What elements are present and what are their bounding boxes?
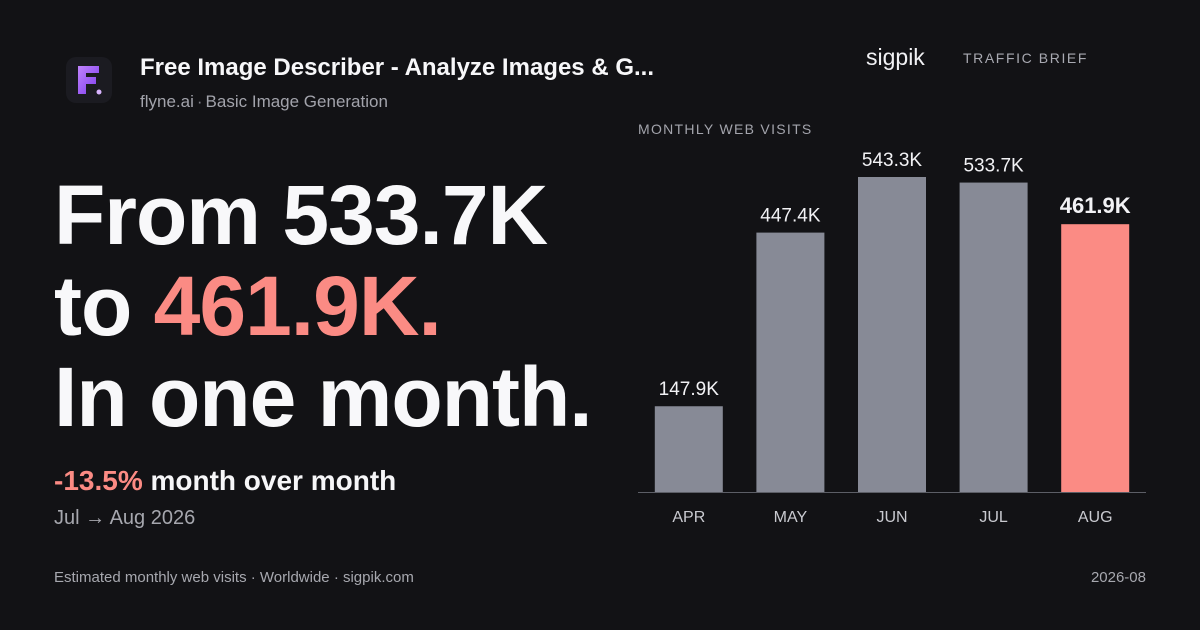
x-tick-jul: JUL [979,509,1008,526]
app-title: Free Image Describer - Analyze Images & … [140,54,654,81]
data-label-jul: 533.7K [963,156,1024,177]
data-label-apr: 147.9K [659,379,720,400]
app-category: Basic Image Generation [205,92,388,111]
change-period: Jul → Aug 2026 [54,507,196,529]
x-tick-aug: AUG [1078,509,1113,526]
headline-new-value: 461.9K. [153,259,442,353]
change-summary: -13.5% month over month [54,465,396,497]
headline: From 533.7K to 461.9K. In one month. [54,168,593,444]
x-tick-apr: APR [672,509,705,526]
data-label-may: 447.4K [760,206,821,227]
app-logo [66,57,112,103]
app-logo-icon [78,66,102,95]
change-percent: -13.5% [54,465,143,496]
brand-name: sigpik [866,44,925,70]
separator-dot: · [196,92,203,111]
footer-date: 2026-08 [1090,569,1146,586]
headline-line-1: From 533.7K [54,168,548,262]
data-label-aug: 461.9K [1060,193,1131,218]
bar-jun [858,177,926,492]
app-subtitle: flyne.ai · Basic Image Generation [140,92,388,112]
bar-apr [654,406,723,492]
app-domain: flyne.ai [140,92,194,111]
bar-may [756,232,825,492]
footer-source: Estimated monthly web visits · Worldwide… [54,569,414,586]
data-label-jun: 543.3K [862,150,923,171]
x-tick-jun: JUN [876,509,907,526]
headline-prefix: to [54,259,132,353]
bar-jul [959,182,1028,492]
headline-line-3: In one month. [54,350,593,444]
report-tag: TRAFFIC BRIEF [963,50,1089,66]
bar-aug [1061,224,1130,492]
bar-chart: 147.9K APR 447.4K MAY 543.3K JUN 533.7K JUL 461.… [638,150,1146,526]
change-label: month over month [150,465,397,496]
headline-line-2: to 461.9K. [54,261,592,352]
x-tick-may: MAY [774,509,808,526]
chart-title: MONTHLY WEB VISITS [638,121,813,137]
